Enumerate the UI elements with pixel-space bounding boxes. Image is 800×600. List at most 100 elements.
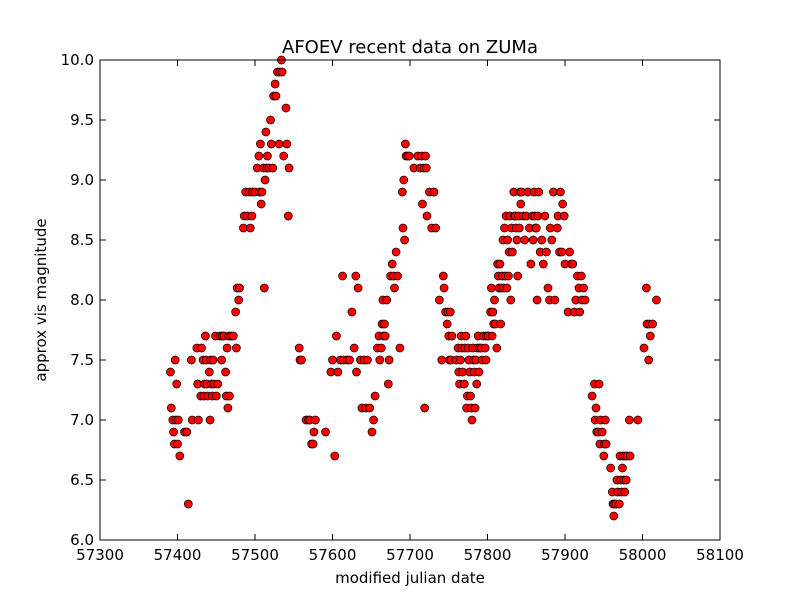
data-point — [311, 415, 320, 425]
data-point — [558, 199, 568, 209]
data-point — [391, 247, 401, 257]
data-point — [470, 403, 480, 413]
data-point — [259, 283, 269, 293]
data-point — [352, 367, 361, 377]
data-point — [284, 163, 294, 173]
data-point — [600, 415, 610, 425]
data-point — [531, 223, 541, 233]
data-point — [182, 427, 192, 437]
data-point — [576, 271, 586, 281]
data-point — [166, 403, 176, 413]
data-point — [330, 451, 340, 461]
data-point — [222, 343, 232, 353]
data-point — [347, 307, 357, 317]
data-point — [474, 367, 484, 377]
data-point — [421, 151, 430, 161]
data-point — [633, 415, 643, 425]
data-point — [488, 307, 498, 317]
data-point — [332, 331, 341, 341]
data-point — [542, 247, 551, 257]
data-point — [599, 451, 609, 461]
data-point — [438, 271, 448, 281]
data-point — [624, 415, 634, 425]
data-point — [652, 295, 661, 305]
data-point — [376, 343, 386, 353]
data-point — [268, 163, 278, 173]
data-point — [349, 343, 359, 353]
data-point — [351, 271, 361, 281]
data-point — [614, 499, 624, 509]
y-tick-label: 6.5 — [70, 471, 94, 489]
data-point — [172, 379, 182, 389]
data-point — [534, 187, 544, 197]
data-point — [587, 391, 597, 401]
data-point — [480, 343, 490, 353]
x-tick-label: 57900 — [541, 546, 589, 564]
data-point — [437, 355, 447, 365]
data-point — [609, 511, 619, 521]
data-point — [197, 343, 206, 353]
data-point — [333, 367, 343, 377]
x-tick-label: 57300 — [76, 546, 124, 564]
data-point — [421, 163, 431, 173]
data-point — [194, 415, 203, 425]
x-axis-label: modified julian date — [335, 569, 485, 587]
data-point — [591, 403, 601, 413]
data-point — [321, 427, 330, 437]
data-point — [201, 331, 210, 341]
data-point — [461, 331, 471, 341]
data-point — [338, 271, 347, 281]
data-point — [270, 79, 280, 89]
data-point — [279, 151, 289, 161]
data-point — [644, 355, 654, 365]
y-tick-label: 9.5 — [70, 111, 94, 129]
data-point — [537, 235, 547, 245]
data-point — [422, 211, 432, 221]
data-point — [439, 283, 449, 293]
data-point — [404, 151, 414, 161]
data-point — [503, 235, 512, 245]
data-point — [397, 187, 407, 197]
data-point — [502, 283, 512, 293]
data-point — [271, 91, 281, 101]
data-point — [490, 295, 499, 305]
data-point — [353, 283, 363, 293]
data-point — [487, 283, 496, 293]
data-point — [445, 307, 455, 317]
data-point — [281, 103, 291, 113]
x-tick-label: 57400 — [154, 546, 202, 564]
data-point — [513, 271, 523, 281]
data-point — [594, 379, 604, 389]
data-point — [557, 247, 567, 257]
data-point — [606, 463, 616, 473]
data-point — [565, 247, 574, 257]
data-point — [170, 355, 180, 365]
data-point — [575, 307, 585, 317]
data-point — [390, 283, 399, 293]
data-point — [431, 223, 440, 233]
data-points — [166, 55, 661, 521]
data-point — [183, 499, 193, 509]
data-point — [466, 391, 475, 401]
data-point — [393, 271, 402, 281]
data-point — [221, 367, 230, 377]
y-tick-label: 9.0 — [70, 171, 94, 189]
data-point — [526, 259, 536, 269]
data-point — [435, 295, 444, 305]
data-point — [559, 211, 569, 221]
data-point — [380, 319, 389, 329]
data-point — [399, 175, 409, 185]
data-point — [398, 223, 408, 233]
data-point — [228, 331, 238, 341]
data-point — [580, 295, 590, 305]
data-point — [256, 199, 266, 209]
data-point — [459, 379, 469, 389]
data-point — [369, 415, 378, 425]
data-point — [223, 403, 233, 413]
data-point — [418, 199, 427, 209]
y-tick-label: 10.0 — [61, 51, 94, 69]
data-point — [384, 355, 394, 365]
data-point — [309, 427, 319, 437]
